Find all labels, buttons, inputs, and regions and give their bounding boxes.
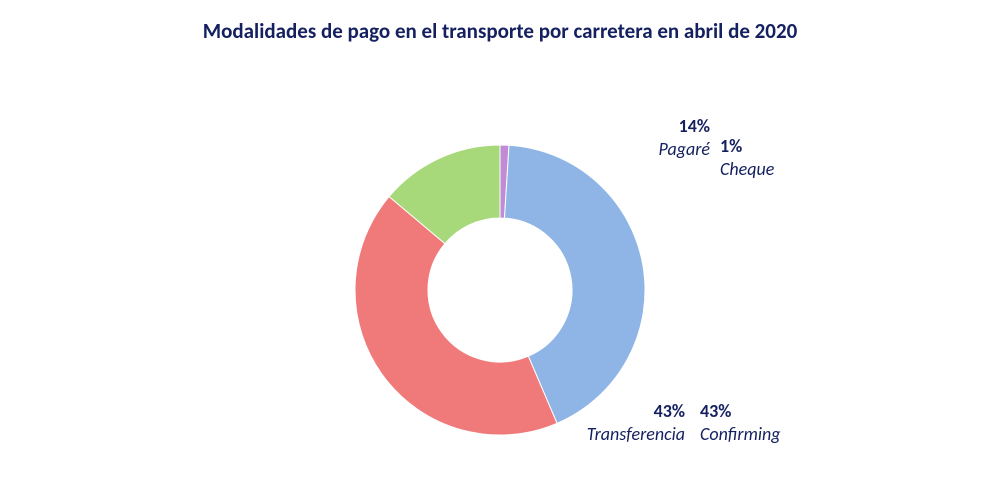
- pct-cheque: 1%: [720, 135, 774, 158]
- name-cheque: Cheque: [720, 158, 774, 181]
- pct-confirming: 43%: [700, 400, 780, 423]
- label-pagare: 14% Pagaré: [658, 115, 710, 160]
- label-confirming: 43% Confirming: [700, 400, 780, 445]
- donut-chart: [353, 143, 647, 437]
- chart-container: Modalidades de pago en el transporte por…: [0, 0, 1000, 500]
- name-transferencia: Transferencia: [587, 423, 685, 446]
- label-transferencia: 43% Transferencia: [587, 400, 685, 445]
- pct-transferencia: 43%: [587, 400, 685, 423]
- chart-title: Modalidades de pago en el transporte por…: [0, 18, 1000, 44]
- label-cheque: 1% Cheque: [720, 135, 774, 180]
- pct-pagare: 14%: [658, 115, 710, 138]
- name-pagare: Pagaré: [658, 138, 710, 161]
- name-confirming: Confirming: [700, 423, 780, 446]
- donut-svg: [353, 143, 647, 437]
